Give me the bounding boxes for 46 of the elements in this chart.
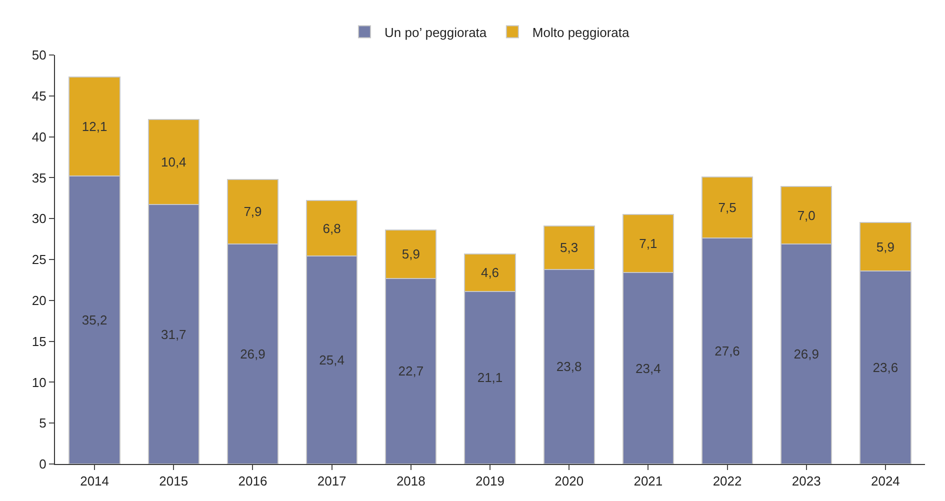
y-tick-label: 30 [32,211,46,226]
data-label: 26,9 [240,346,266,362]
data-label: 23,6 [872,360,898,375]
data-label: 21,1 [477,370,503,386]
y-tick-label: 35 [32,170,46,186]
data-label: 31,7 [160,326,186,342]
data-label: 7,0 [797,208,816,223]
x-tick-label: 2016 [238,474,268,489]
x-tick-label: 2021 [634,474,663,489]
data-label: 12,1 [82,119,108,134]
x-tick-label: 2020 [554,474,584,489]
data-label: 7,5 [718,200,736,216]
y-tick-label: 20 [32,292,46,308]
x-tick-label: 2017 [317,474,346,489]
data-label: 5,3 [560,240,578,256]
data-label: 6,8 [322,220,341,236]
x-tick-label: 2019 [476,474,504,489]
y-tick-label: 45 [32,88,46,104]
data-label: 10,4 [160,154,186,170]
y-tick-label: 50 [32,48,46,63]
y-tick-label: 40 [32,129,46,144]
y-tick-label: 10 [32,374,46,390]
y-tick-label: 25 [32,252,46,268]
data-label: 4,6 [480,265,500,280]
data-label: 5,9 [402,246,420,262]
data-label: 35,2 [82,312,108,328]
y-tick-label: 15 [32,334,46,349]
data-label: 5,9 [876,239,894,254]
legend-label: Un po’ peggiorata [384,24,488,40]
x-tick-label: 2023 [792,474,821,489]
x-tick-label: 2018 [396,474,426,489]
data-label: 22,7 [398,364,424,379]
data-label: 7,9 [244,204,262,220]
x-tick-label: 2015 [159,474,188,489]
y-tick-label: 5 [39,416,46,431]
data-label: 23,8 [556,359,582,374]
legend-label: Molto peggiorata [532,24,630,40]
data-label: 23,4 [636,360,661,376]
data-label: 7,1 [639,236,658,252]
data-label: 27,6 [714,344,740,359]
data-label: 26,9 [794,346,820,362]
x-tick-label: 2022 [712,474,742,489]
data-label: 25,4 [319,352,344,368]
x-tick-label: 2014 [80,474,110,489]
y-tick-label: 0 [39,456,46,472]
x-tick-label: 2024 [870,474,900,489]
